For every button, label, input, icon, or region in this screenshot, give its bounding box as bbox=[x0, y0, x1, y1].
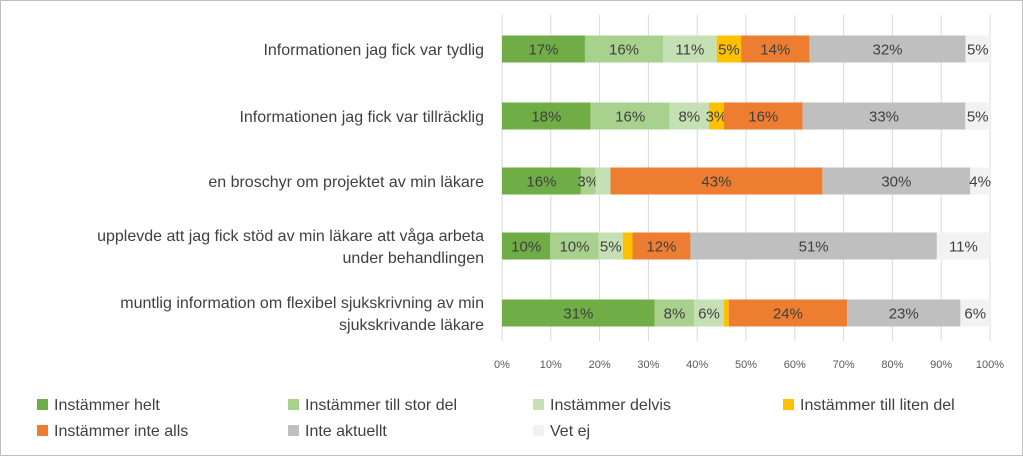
data-label: 8% bbox=[678, 109, 700, 126]
data-label: 16% bbox=[526, 174, 556, 191]
bar-segment bbox=[741, 35, 810, 63]
bar-segment bbox=[847, 299, 961, 327]
legend-label: Instämmer delvis bbox=[550, 397, 671, 414]
bar-segment bbox=[709, 102, 724, 130]
bar-segment bbox=[663, 35, 717, 63]
data-label: 16% bbox=[748, 109, 778, 126]
category-label: en broschyr om projektet av min läkare bbox=[208, 174, 484, 191]
data-label: 33% bbox=[869, 109, 899, 126]
category-label: Informationen jag fick var tillräcklig bbox=[239, 109, 484, 126]
data-label: 16% bbox=[615, 109, 645, 126]
legend-swatch bbox=[37, 399, 48, 410]
legend-swatch bbox=[533, 425, 544, 436]
x-tick-label: 80% bbox=[881, 359, 903, 371]
data-label: 18% bbox=[531, 109, 561, 126]
legend-label: Inte aktuellt bbox=[305, 423, 387, 440]
bar-segment bbox=[584, 35, 664, 63]
x-tick-label: 20% bbox=[589, 359, 611, 371]
legend-label: Instämmer till liten del bbox=[800, 397, 955, 414]
data-label: 11% bbox=[675, 42, 704, 59]
legend-label: Instämmer helt bbox=[54, 397, 160, 414]
data-label: 3% bbox=[577, 174, 599, 191]
x-tick-label: 60% bbox=[784, 359, 806, 371]
x-tick-label: 90% bbox=[930, 359, 952, 371]
legend-swatch bbox=[37, 425, 48, 436]
legend-swatch bbox=[533, 399, 544, 410]
data-label: 16% bbox=[609, 42, 639, 59]
bar-segment bbox=[654, 299, 695, 327]
data-label: 31% bbox=[563, 306, 593, 323]
data-label: 5% bbox=[600, 239, 622, 256]
category-label: Informationen jag fick var tydlig bbox=[263, 42, 484, 59]
data-label: 43% bbox=[701, 174, 731, 191]
bar-segment bbox=[970, 167, 990, 195]
bar-segment bbox=[822, 167, 971, 195]
data-label: 30% bbox=[881, 174, 911, 191]
legend-swatch bbox=[288, 425, 299, 436]
bar-segment bbox=[610, 167, 823, 195]
category-label: upplevde att jag fick stöd av min läkare… bbox=[97, 227, 484, 245]
bar-segment bbox=[965, 102, 990, 130]
data-label: 23% bbox=[889, 306, 919, 323]
bar-segment bbox=[802, 102, 966, 130]
x-tick-label: 100% bbox=[976, 359, 1004, 371]
bar-segment bbox=[580, 167, 596, 195]
data-label: 24% bbox=[773, 306, 803, 323]
bar-segment bbox=[595, 167, 611, 195]
data-label: 6% bbox=[698, 306, 720, 323]
data-label: 5% bbox=[967, 42, 989, 59]
bar-segment bbox=[502, 232, 551, 260]
data-label: 32% bbox=[873, 42, 903, 59]
bar-segment bbox=[502, 299, 655, 327]
bar-segment bbox=[960, 299, 990, 327]
data-label: 12% bbox=[646, 239, 676, 256]
legend-swatch bbox=[288, 399, 299, 410]
bar-segment bbox=[502, 167, 581, 195]
bar-segment bbox=[669, 102, 710, 130]
legend-label: Instämmer till stor del bbox=[305, 397, 457, 414]
bar-segment bbox=[598, 232, 623, 260]
bar-segment bbox=[590, 102, 670, 130]
data-label: 8% bbox=[664, 306, 686, 323]
data-label: 17% bbox=[528, 42, 558, 59]
data-label: 14% bbox=[760, 42, 790, 59]
x-tick-label: 0% bbox=[494, 359, 510, 371]
x-tick-label: 70% bbox=[833, 359, 855, 371]
data-label: 10% bbox=[511, 239, 541, 256]
bar-segment bbox=[622, 232, 633, 260]
bar-segment bbox=[502, 35, 585, 63]
bar-segment bbox=[936, 232, 990, 260]
data-label: 6% bbox=[964, 306, 986, 323]
bar-segment bbox=[550, 232, 599, 260]
data-label: 5% bbox=[967, 109, 989, 126]
bar-segment bbox=[728, 299, 848, 327]
legend-label: Instämmer inte alls bbox=[54, 423, 188, 440]
category-label: sjukskrivande läkare bbox=[339, 317, 484, 334]
data-label: 4% bbox=[969, 174, 991, 191]
data-label: 51% bbox=[799, 239, 829, 256]
legend-swatch bbox=[783, 399, 794, 410]
bar-segment bbox=[809, 35, 966, 63]
bar-segment bbox=[502, 102, 591, 130]
bar-segment bbox=[723, 299, 729, 327]
data-label: 10% bbox=[559, 239, 589, 256]
category-label: muntlig information om flexibel sjukskri… bbox=[120, 295, 484, 312]
category-label: under behandlingen bbox=[343, 250, 484, 267]
data-label: 5% bbox=[718, 42, 740, 59]
x-tick-label: 50% bbox=[735, 359, 757, 371]
x-tick-label: 30% bbox=[637, 359, 659, 371]
bar-segment bbox=[694, 299, 724, 327]
legend-label: Vet ej bbox=[550, 423, 590, 440]
x-tick-label: 10% bbox=[540, 359, 562, 371]
bar-segment bbox=[632, 232, 691, 260]
bar-segment bbox=[716, 35, 742, 63]
bar-segment bbox=[965, 35, 990, 63]
data-label: 11% bbox=[949, 239, 978, 256]
bar-segment bbox=[723, 102, 803, 130]
bar-segment bbox=[690, 232, 937, 260]
data-label: 3% bbox=[706, 109, 728, 126]
x-tick-label: 40% bbox=[686, 359, 708, 371]
